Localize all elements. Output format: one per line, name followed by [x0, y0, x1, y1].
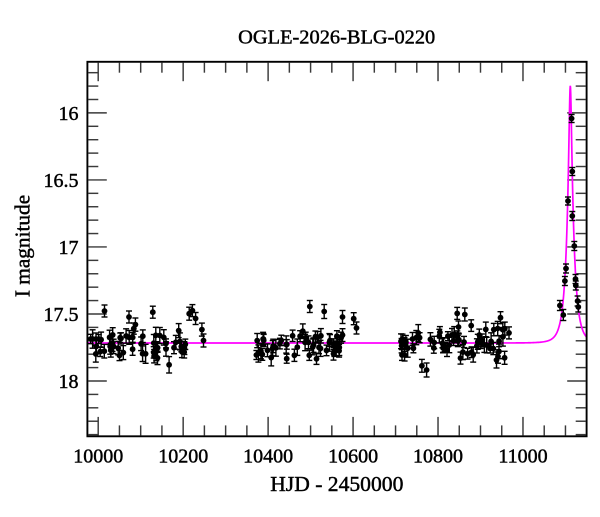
- svg-text:10000: 10000: [73, 445, 123, 467]
- svg-text:17: 17: [59, 237, 79, 259]
- svg-text:11000: 11000: [498, 445, 547, 467]
- svg-text:10200: 10200: [158, 445, 208, 467]
- svg-text:I magnitude: I magnitude: [11, 195, 35, 297]
- svg-text:HJD - 2450000: HJD - 2450000: [270, 472, 403, 496]
- svg-text:18: 18: [59, 371, 79, 393]
- svg-text:OGLE-2026-BLG-0220: OGLE-2026-BLG-0220: [238, 26, 435, 48]
- svg-text:10600: 10600: [328, 445, 378, 467]
- svg-text:10400: 10400: [243, 445, 293, 467]
- svg-text:17.5: 17.5: [44, 304, 79, 326]
- svg-text:16.5: 16.5: [44, 170, 79, 192]
- svg-text:16: 16: [59, 103, 79, 125]
- svg-text:10800: 10800: [413, 445, 463, 467]
